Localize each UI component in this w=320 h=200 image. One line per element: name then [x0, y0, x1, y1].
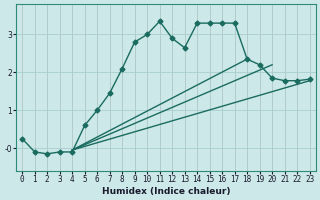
X-axis label: Humidex (Indice chaleur): Humidex (Indice chaleur): [102, 187, 230, 196]
